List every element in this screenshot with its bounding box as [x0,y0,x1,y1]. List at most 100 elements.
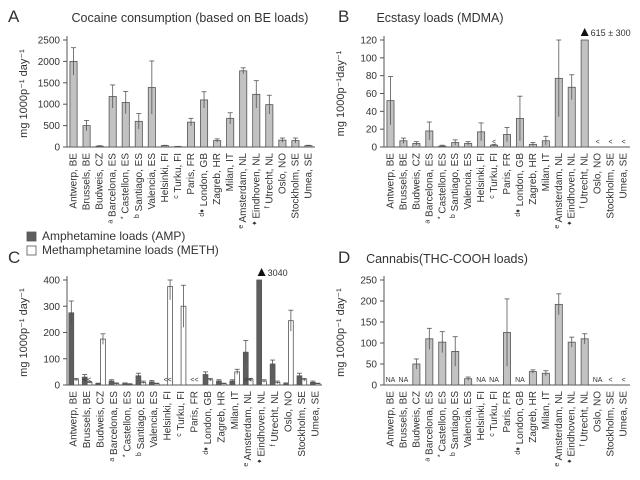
y-tick-label: 20 [366,125,378,136]
y-tick-label: 150 [360,318,377,329]
panel-d: D Cannabis(THC-COOH loads) 0 50 100 150 200 250… [335,248,630,467]
below-loq-label: < [621,377,625,384]
x-tick-label: Umea, SE [619,391,630,437]
y-tick-label: 0 [371,381,377,392]
below-loq-label: < [596,139,600,146]
bar [580,338,589,386]
x-tick-label: ♦ Eindhoven, NL [251,153,262,225]
panel-letter: D [338,248,350,267]
x-tick-label: Zagreb, HR [216,391,227,443]
x-tick-label: Umea, SE [619,153,630,199]
panel-letter: C [8,248,20,267]
y-tick-label: 100 [360,339,377,350]
x-tick-label: Brussels, BE [398,153,409,211]
x-tick-label: e Amsterdam, NL [554,391,565,467]
bar [580,39,589,148]
y-tick-label: 100 [43,354,60,365]
x-tick-label: Brussels, BE [82,391,93,449]
legend-label: Amphetamine loads (AMP) [42,229,185,243]
x-tick-label: f Utrecht, NL [270,391,281,447]
x-tick-label: Brussels, BE [398,391,409,449]
x-tick-label: Milan, IT [225,153,236,191]
below-loq-label: NA [399,377,409,384]
x-tick-label: * Castellon, ES [122,391,133,457]
off-scale-label: 3040 [268,268,288,278]
x-tick-label: Stockholm, SE [290,153,301,219]
below-loq-label: << [83,377,91,384]
x-tick-label: * Castellon, ES [121,153,132,219]
x-tick-label: Milan, IT [541,153,552,191]
x-tick-label: Budweis, CZ [411,391,422,448]
below-loq-label: < [492,139,496,146]
x-tick-label: Oslo, NO [593,153,604,194]
x-tick-label: a Barcelona, ES [109,391,120,462]
x-tick-label: b Santiago, ES [450,153,461,218]
below-loq-label: NA [593,377,603,384]
x-tick-label: Antwerp, BE [385,391,396,447]
y-tick-label: 40 [366,107,378,118]
x-tick-label: Stockholm, SE [606,153,617,219]
x-tick-label: Helsinki, FI [476,153,487,202]
y-tick-label: 200 [360,297,377,308]
x-tick-label: f Utrecht, NL [580,391,591,447]
legend-swatch [26,231,37,242]
x-tick-label: c Turku, FI [173,153,184,199]
x-tick-label: Oslo, NO [277,153,288,194]
y-axis-label: mg 1000p⁻¹ day⁻¹ [18,288,30,377]
x-tick-label: b Santiago, ES [450,391,461,456]
x-tick-label: d♦ London, GB [515,153,526,217]
x-tick-label: * Castellon, ES [437,391,448,457]
y-tick-label: 1500 [38,78,61,89]
y-tick-label: 250 [360,276,377,287]
x-tick-label: Paris, FR [502,391,513,433]
x-tick-label: ♦ Eindhoven, NL [257,391,268,463]
bar [167,286,173,386]
y-axis-label: mg 1000p⁻¹ day⁻¹ [18,49,30,138]
x-tick-label: Valencia, ES [463,391,474,448]
below-loq-label: < [609,139,613,146]
y-tick-label: 300 [43,302,60,313]
y-axis-label: mg 1000p⁻¹ day⁻¹ [335,288,347,377]
x-tick-label: Zagreb, HR [528,391,539,443]
off-scale-arrow [580,28,589,36]
y-tick-label: 100 [360,53,377,64]
x-tick-label: c Turku, FI [489,153,500,199]
x-tick-label: f Utrecht, NL [264,153,275,209]
x-tick-label: c Turku, FI [489,391,500,437]
panel-c: C 0 100 200 300 400 mg 1000p⁻¹ day⁻¹ 3040 << << <<… [8,229,322,467]
x-tick-label: e Amsterdam, NL [238,153,249,229]
legend-swatch [26,245,37,256]
x-tick-label: b Santiago, ES [136,391,147,456]
y-tick-label: 2000 [38,57,61,68]
below-loq-label: NA [489,377,499,384]
x-tick-label: a Barcelona, ES [108,153,119,224]
x-tick-label: ♦ Eindhoven, NL [567,391,578,463]
x-tick-label: Umea, SE [303,153,314,199]
y-tick-label: 120 [360,36,377,47]
bar [239,70,248,148]
panel-b: B Ecstasy loads (MDMA) 0 20 40 60 80 100 120 mg 1… [335,7,631,229]
x-tick-label: Valencia, ES [147,153,158,210]
below-loq-label: << [164,377,172,384]
bar [554,303,563,386]
x-tick-label: Milan, IT [541,391,552,429]
x-tick-label: Brussels, BE [82,153,93,211]
x-tick-label: Paris, FR [186,153,197,195]
bar [256,279,263,386]
x-tick-label: Valencia, ES [463,153,474,210]
x-tick-label: Valencia, ES [149,391,160,448]
panel-title: Cannabis(THC-COOH loads) [366,252,528,266]
x-tick-label: Zagreb, HR [528,153,539,205]
x-tick-label: Stockholm, SE [606,391,617,457]
panel-title: Ecstasy loads (MDMA) [376,11,503,25]
x-tick-label: Budweis, CZ [411,153,422,210]
x-tick-label: d♦ London, GB [515,391,526,455]
x-tick-label: Budweis, CZ [96,391,107,448]
y-tick-label: 0 [371,143,377,154]
y-tick-label: 0 [54,143,60,154]
off-scale-label: 615 ± 300 [591,28,631,38]
y-tick-label: 80 [366,71,378,82]
y-tick-label: 60 [366,89,378,100]
panel-a: A Cocaine consumption (based on BE loads)… [8,7,315,229]
